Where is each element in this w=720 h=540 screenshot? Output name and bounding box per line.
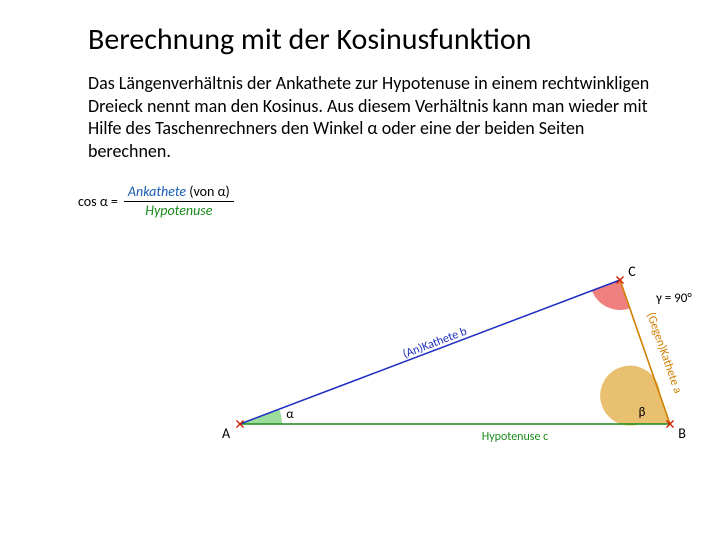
angle-beta: β: [639, 405, 646, 420]
page-title: Berechnung mit der Kosinusfunktion: [88, 22, 660, 58]
label-ankathete: (An)Kathete b: [401, 325, 469, 362]
vertex-label-a: A: [222, 425, 231, 442]
angle-alpha: α: [286, 407, 294, 422]
formula-lhs: cos α =: [78, 193, 118, 210]
vertex-label-c: C: [628, 263, 636, 280]
formula-numerator: Ankathete (von α): [124, 184, 234, 202]
label-hypotenuse: Hypotenuse c: [482, 430, 548, 444]
angle-gamma: γ = 90°: [655, 291, 692, 306]
cosine-formula: cos α = Ankathete (von α) Hypotenuse: [78, 184, 660, 219]
triangle-diagram: ABCαβγ = 90°Hypotenuse c(An)Kathete b(Ge…: [200, 252, 700, 472]
body-text: Das Längenverhältnis der Ankathete zur H…: [88, 72, 650, 162]
vertex-label-b: B: [678, 425, 686, 442]
formula-fraction: Ankathete (von α) Hypotenuse: [124, 184, 234, 219]
formula-denominator: Hypotenuse: [145, 202, 212, 219]
